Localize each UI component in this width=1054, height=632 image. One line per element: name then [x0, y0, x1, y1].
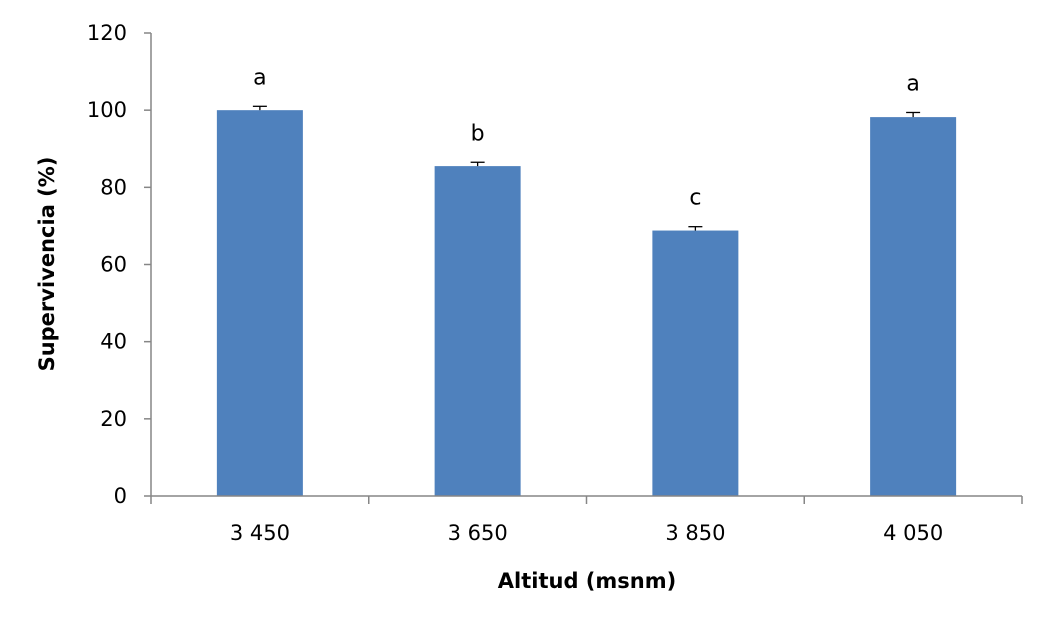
- y-tick-label: 0: [114, 484, 127, 508]
- significance-letter: a: [906, 71, 919, 96]
- x-tick-label: 3 450: [230, 521, 290, 545]
- x-axis-title: Altitud (msnm): [498, 569, 676, 593]
- significance-letter: c: [689, 186, 701, 211]
- significance-letter: b: [471, 121, 485, 146]
- bar: [434, 166, 521, 497]
- x-tick-label: 4 050: [883, 521, 943, 545]
- bar: [870, 117, 957, 496]
- bar: [652, 230, 739, 496]
- y-tick-label: 100: [87, 98, 127, 122]
- y-tick-label: 40: [100, 330, 127, 354]
- axes-layer: [144, 32, 1023, 504]
- error-bars-layer: [252, 105, 921, 231]
- significance-letter: a: [253, 65, 266, 90]
- x-tick-label: 3 650: [448, 521, 508, 545]
- y-tick-label: 120: [87, 21, 127, 45]
- y-axis-title: Supervivencia (%): [35, 157, 59, 372]
- bars-layer: [216, 110, 957, 497]
- y-tick-label: 60: [100, 253, 127, 277]
- bar: [216, 110, 303, 497]
- y-tick-label: 80: [100, 175, 127, 199]
- x-tick-label: 3 850: [665, 521, 725, 545]
- labels-layer: a 3 450 b 3 650 c 3 850 a 4 050 0 20 40 60 80 100 120: [87, 21, 943, 545]
- y-tick-label: 20: [100, 407, 127, 431]
